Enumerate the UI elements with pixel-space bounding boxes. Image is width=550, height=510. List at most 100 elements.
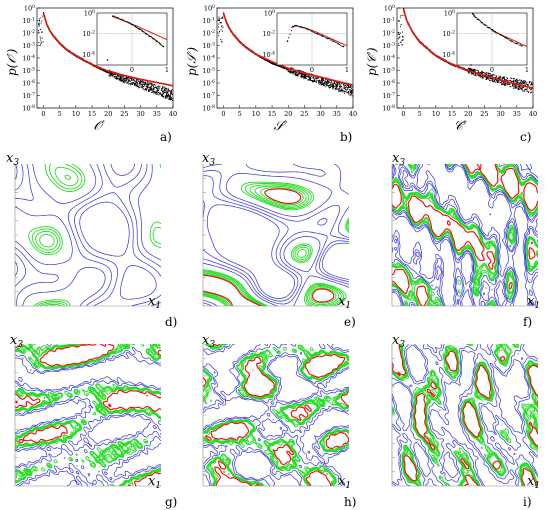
inset-data-point [290,30,293,32]
data-point [221,25,223,27]
inset-data-point [307,29,309,31]
x-tick-label: 15 [268,110,276,118]
data-point [166,95,168,97]
y-tick-label: 10-5 [202,66,215,75]
data-point [162,88,164,90]
contour-panel-d [14,164,161,307]
inset-data-point [479,19,481,22]
data-point [125,78,127,80]
data-point [520,85,522,87]
data-point [480,76,482,78]
data-point [289,72,291,74]
contour-field [203,164,349,306]
contour-line-low [15,344,161,486]
data-point [288,70,290,72]
data-point [296,71,298,73]
data-point [168,94,170,96]
data-point [306,74,308,76]
data-point [165,95,167,97]
data-point [347,91,349,93]
data-point [128,77,130,79]
data-point [157,89,159,91]
data-point [338,84,340,86]
inset-data-point [162,45,165,48]
inset-data-point [157,41,159,43]
data-point [504,84,506,86]
y-axis: 100 10-1 10-2 10-3 10-4 10-5 10-6 10-7 10-8 [202,4,220,112]
data-point [218,23,220,25]
axis-ticks [203,357,206,473]
data-point [317,77,319,79]
data-point [122,79,124,81]
data-point [120,80,122,82]
data-point [139,81,141,83]
data-point [161,94,163,96]
inset-data-point [501,35,503,37]
data-point [346,88,348,90]
data-point [401,44,403,46]
data-point [161,89,163,91]
data-point [322,83,324,85]
data-point [300,75,302,77]
data-point [474,70,476,72]
data-point [131,82,133,84]
data-point [529,92,531,94]
data-point [398,33,400,35]
contour-labels-h: x3 x1 h) [202,333,356,509]
data-point [332,87,334,89]
data-point [273,63,275,65]
data-point [524,88,526,90]
x-tick-label: 30 [136,110,144,118]
data-point [131,78,133,80]
y-axis: 100 10-1 10-2 10-3 10-4 10-5 10-6 10-7 10-8 [382,4,400,112]
data-point [490,75,492,77]
data-point [483,72,485,74]
data-point [219,21,221,23]
data-point [149,83,151,85]
data-point [468,67,470,69]
data-point [120,77,122,79]
inset-data-point [156,40,158,42]
data-point [120,79,122,81]
data-point [218,18,220,20]
data-point [171,89,173,91]
data-point [158,85,160,87]
data-point [334,88,336,90]
inset-data-point [481,22,483,24]
data-point [219,18,221,20]
pdf-xlabel-a: 𝒪′ [93,119,105,134]
data-point [324,80,326,82]
axis-ticks [203,177,206,293]
data-point [109,75,111,77]
contour-line-low [392,164,538,306]
data-point [142,80,144,82]
data-point [111,72,113,74]
data-point [306,76,308,78]
data-point [523,82,525,84]
data-point [311,80,313,82]
data-point [94,66,96,68]
data-point [336,84,338,86]
inset-data-point [332,40,334,42]
data-point [300,74,302,76]
data-point [303,75,305,77]
data-point [123,81,125,83]
data-point [479,75,481,77]
data-point [169,95,171,97]
data-point [165,88,167,90]
data-point [297,75,299,77]
data-point [485,74,487,76]
data-point [329,84,331,86]
data-point [307,79,309,81]
data-point [113,73,115,75]
data-point [525,81,527,83]
data-point [350,85,352,87]
inset-data-point [319,34,321,36]
data-point [527,91,529,93]
data-point [138,86,140,88]
data-point [221,40,223,42]
contour-line-low [203,175,349,306]
data-point [527,84,529,86]
data-point [162,86,164,88]
